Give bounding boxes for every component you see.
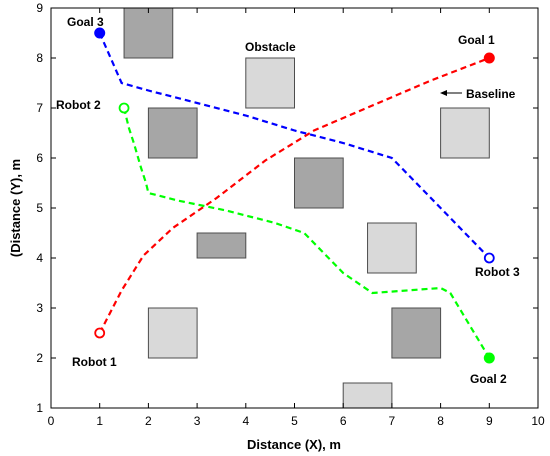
x-tick-label: 1 [96,414,103,428]
x-tick-label: 3 [194,414,201,428]
y-tick-label: 8 [36,51,43,65]
x-axis-label: Distance (X), m [247,437,341,452]
obstacle-10 [342,382,393,409]
obstacle-4 [440,107,490,159]
path-red [98,56,490,334]
obstacle-6 [196,232,247,259]
y-tick-label: 9 [36,1,43,15]
obstacle-8 [147,307,198,359]
annotation-baseline: Baseline [466,87,516,101]
x-tick-label: 6 [340,414,347,428]
goal-marker-blue [94,27,106,39]
y-axis-label: (Distance (Y), m [8,159,23,257]
x-tick-label: 9 [486,414,493,428]
start-marker-blue [483,252,495,264]
baseline-arrow-head [440,90,447,96]
x-tick-label: 10 [531,414,545,428]
y-tick-label: 4 [36,251,43,265]
y-tick-label: 3 [36,301,43,315]
y-tick-label: 1 [36,401,43,415]
path-green [122,107,491,359]
annotation-obstacle: Obstacle [245,40,296,54]
x-tick-label: 5 [291,414,298,428]
x-tick-label: 8 [437,414,444,428]
annotation-robot-3: Robot 3 [475,265,520,279]
y-tick-label: 2 [36,351,43,365]
y-tick-label: 5 [36,201,43,215]
annotation-goal-2: Goal 2 [470,372,507,386]
obstacle-5 [294,157,344,209]
obstacle-1 [123,7,174,59]
annotation-goal-1: Goal 1 [458,33,495,47]
x-tick-label: 0 [48,414,55,428]
annotation-robot-1: Robot 1 [72,355,117,369]
x-tick-label: 2 [145,414,152,428]
start-marker-green [118,102,130,114]
x-tick-label: 7 [389,414,396,428]
x-tick-label: 4 [242,414,249,428]
goal-marker-green [483,352,495,364]
annotation-goal-3: Goal 3 [67,15,104,29]
path-blue [98,32,491,259]
obstacle-9 [391,307,442,359]
y-tick-label: 7 [36,101,43,115]
obstacle-3 [147,107,198,159]
obstacle-7 [367,222,417,274]
obstacle-2 [245,57,296,109]
goal-marker-red [483,52,495,64]
start-marker-red [94,327,106,339]
y-tick-label: 6 [36,151,43,165]
annotation-robot-2: Robot 2 [56,98,101,112]
